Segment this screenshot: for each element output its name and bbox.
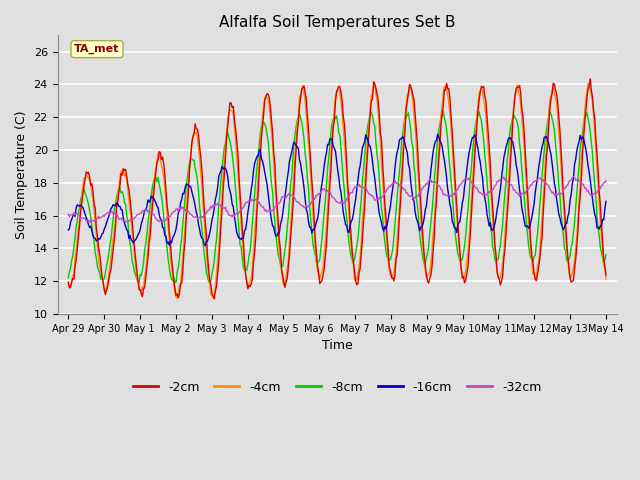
X-axis label: Time: Time	[322, 339, 353, 352]
Title: Alfalfa Soil Temperatures Set B: Alfalfa Soil Temperatures Set B	[219, 15, 456, 30]
Text: TA_met: TA_met	[74, 44, 120, 54]
Y-axis label: Soil Temperature (C): Soil Temperature (C)	[15, 110, 28, 239]
Legend: -2cm, -4cm, -8cm, -16cm, -32cm: -2cm, -4cm, -8cm, -16cm, -32cm	[128, 376, 547, 399]
